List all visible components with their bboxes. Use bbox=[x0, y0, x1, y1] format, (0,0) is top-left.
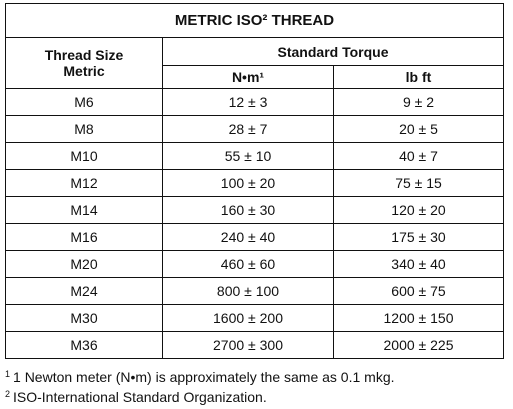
thread-size-cell: M14 bbox=[5, 196, 163, 224]
torque-cell: 240 ± 40 bbox=[162, 223, 334, 251]
torque-cell: 2000 ± 225 bbox=[333, 331, 504, 359]
thread-size-cell: M10 bbox=[5, 142, 163, 170]
torque-cell: 340 ± 40 bbox=[333, 250, 504, 278]
table-title: METRIC ISO² THREAD bbox=[5, 3, 504, 38]
footnote-text: 1 Newton meter (N•m) is approximately th… bbox=[13, 369, 395, 385]
table-row: M10 55 ± 10 40 ± 7 bbox=[5, 142, 504, 170]
thread-size-cell: M30 bbox=[5, 304, 163, 332]
table-row: M36 2700 ± 300 2000 ± 225 bbox=[5, 331, 504, 359]
torque-cell: 9 ± 2 bbox=[333, 88, 504, 116]
torque-cell: 160 ± 30 bbox=[162, 196, 334, 224]
table-row: M12 100 ± 20 75 ± 15 bbox=[5, 169, 504, 197]
torque-cell: 100 ± 20 bbox=[162, 169, 334, 197]
footnote-mark: 1 bbox=[5, 369, 11, 379]
thread-size-cell: M24 bbox=[5, 277, 163, 305]
torque-cell: 1200 ± 150 bbox=[333, 304, 504, 332]
thread-size-cell: M20 bbox=[5, 250, 163, 278]
torque-cell: 2700 ± 300 bbox=[162, 331, 334, 359]
thread-size-header: Thread Size Metric bbox=[5, 37, 163, 89]
table-container: METRIC ISO² THREAD Thread Size Metric St… bbox=[5, 3, 504, 359]
thread-size-cell: M6 bbox=[5, 88, 163, 116]
torque-cell: 460 ± 60 bbox=[162, 250, 334, 278]
torque-cell: 20 ± 5 bbox=[333, 115, 504, 143]
unit-header: lb ft bbox=[333, 65, 504, 89]
table-row: M24 800 ± 100 600 ± 75 bbox=[5, 277, 504, 305]
thread-size-cell: M8 bbox=[5, 115, 163, 143]
torque-cell: 55 ± 10 bbox=[162, 142, 334, 170]
torque-cell: 120 ± 20 bbox=[333, 196, 504, 224]
footnote-text: ISO-International Standard Organization. bbox=[13, 389, 267, 405]
header-line: Thread Size bbox=[44, 47, 124, 63]
torque-header: Standard Torque bbox=[162, 37, 504, 66]
torque-cell: 175 ± 30 bbox=[333, 223, 504, 251]
footnote-mark: 2 bbox=[5, 389, 11, 399]
unit-header: N•m¹ bbox=[162, 65, 334, 89]
thread-size-cell: M16 bbox=[5, 223, 163, 251]
torque-cell: 800 ± 100 bbox=[162, 277, 334, 305]
torque-table: METRIC ISO² THREAD Thread Size Metric St… bbox=[5, 3, 504, 359]
table-row: M14 160 ± 30 120 ± 20 bbox=[5, 196, 504, 224]
torque-cell: 600 ± 75 bbox=[333, 277, 504, 305]
thread-size-cell: M36 bbox=[5, 331, 163, 359]
footnote: 2 ISO-International Standard Organization… bbox=[5, 386, 395, 406]
table-row: M30 1600 ± 200 1200 ± 150 bbox=[5, 304, 504, 332]
thread-size-cell: M12 bbox=[5, 169, 163, 197]
torque-cell: 40 ± 7 bbox=[333, 142, 504, 170]
torque-cell: 28 ± 7 bbox=[162, 115, 334, 143]
header-line: Metric bbox=[63, 63, 105, 79]
torque-cell: 1600 ± 200 bbox=[162, 304, 334, 332]
table-row: M20 460 ± 60 340 ± 40 bbox=[5, 250, 504, 278]
table-row: M8 28 ± 7 20 ± 5 bbox=[5, 115, 504, 143]
table-row: M16 240 ± 40 175 ± 30 bbox=[5, 223, 504, 251]
torque-cell: 12 ± 3 bbox=[162, 88, 334, 116]
torque-cell: 75 ± 15 bbox=[333, 169, 504, 197]
